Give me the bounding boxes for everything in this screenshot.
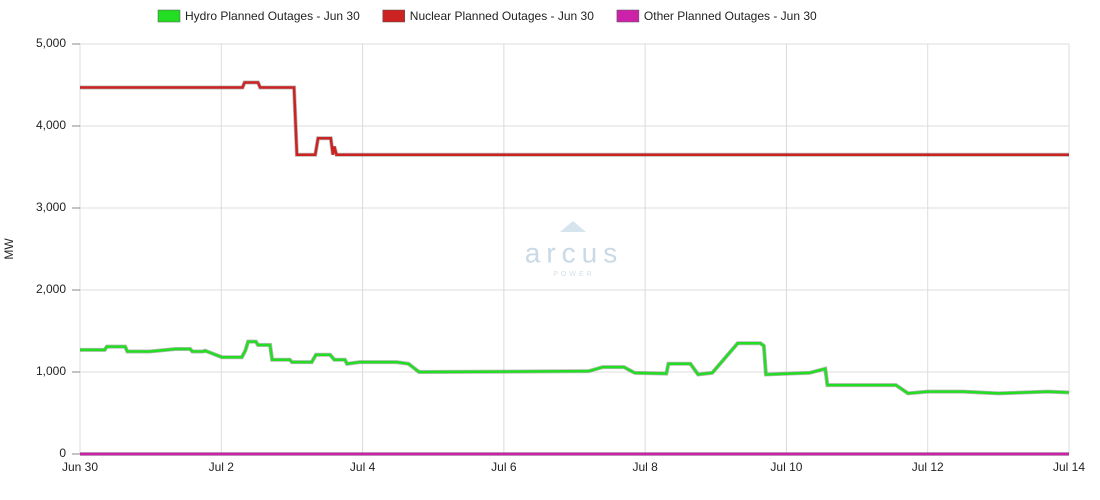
watermark-logo xyxy=(560,221,586,232)
legend-label: Hydro Planned Outages - Jun 30 xyxy=(185,9,360,23)
series-line-edge xyxy=(80,80,1069,157)
x-tick-label: Jul 12 xyxy=(912,460,944,474)
y-tick-label: 2,000 xyxy=(36,282,66,296)
x-tick-label: Jun 30 xyxy=(62,460,98,474)
series-line xyxy=(80,340,1070,395)
y-tick-label: 5,000 xyxy=(36,36,66,50)
legend-swatch xyxy=(382,9,406,23)
y-tick-label: 4,000 xyxy=(36,118,66,132)
y-tick-label: 0 xyxy=(59,446,66,460)
legend-label: Nuclear Planned Outages - Jun 30 xyxy=(410,9,594,23)
legend-label: Other Planned Outages - Jun 30 xyxy=(644,9,817,23)
y-tick-label: 3,000 xyxy=(36,200,66,214)
series-line xyxy=(80,81,1069,156)
x-tick-label: Jul 14 xyxy=(1053,460,1085,474)
watermark-text: arcus xyxy=(525,237,623,268)
watermark-subtext: POWER xyxy=(553,271,594,278)
x-tick-label: Jul 10 xyxy=(770,460,802,474)
legend-swatch xyxy=(157,9,181,23)
x-tick-label: Jul 8 xyxy=(632,460,658,474)
grid xyxy=(79,43,1070,455)
watermark: arcus POWER xyxy=(525,221,623,278)
series-line-edge xyxy=(80,339,1070,396)
y-tick-label: 1,000 xyxy=(36,364,66,378)
legend-swatch xyxy=(616,9,640,23)
x-tick-label: Jul 6 xyxy=(491,460,517,474)
x-tick-label: Jul 2 xyxy=(209,460,235,474)
x-tick-label: Jul 4 xyxy=(350,460,376,474)
y-axis-label: MW xyxy=(2,238,16,260)
